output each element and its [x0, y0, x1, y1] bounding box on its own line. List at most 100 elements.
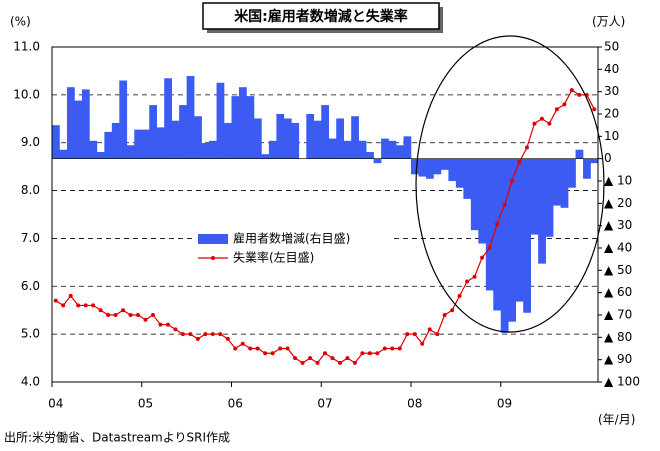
- title-box: [202, 2, 440, 30]
- bar: [478, 158, 487, 244]
- line-marker: [83, 303, 88, 308]
- bar: [411, 158, 419, 175]
- bar: [485, 158, 494, 291]
- bar: [261, 154, 270, 159]
- line-marker: [435, 332, 440, 337]
- y2-tick-label: 40: [604, 62, 619, 76]
- line-marker: [76, 303, 81, 308]
- line-marker: [278, 346, 283, 351]
- line-marker: [330, 356, 335, 361]
- y-tick-label: 6.0: [21, 279, 40, 293]
- line-marker: [248, 346, 253, 351]
- y2-tick-label: 20: [604, 107, 619, 121]
- bar: [149, 105, 158, 159]
- line-marker: [420, 341, 425, 346]
- line-marker: [450, 308, 455, 313]
- y2-tick-label: ▲ 20: [604, 196, 632, 210]
- y-tick-label: 9.0: [21, 135, 40, 149]
- line-marker: [345, 356, 350, 361]
- bar: [418, 158, 427, 177]
- bar: [515, 158, 524, 302]
- line-marker: [165, 322, 170, 327]
- line-marker: [592, 107, 597, 112]
- line-marker: [263, 351, 268, 356]
- bar: [463, 158, 472, 199]
- y2-tick-label: ▲ 30: [604, 218, 632, 232]
- line-marker: [285, 346, 290, 351]
- bar: [201, 143, 210, 159]
- y2-tick-label: ▲ 90: [604, 352, 632, 366]
- y2-tick-label: ▲ 10: [604, 174, 632, 188]
- line-marker: [113, 313, 118, 317]
- bar: [470, 158, 479, 231]
- line-marker: [367, 351, 372, 356]
- line-marker: [136, 313, 141, 317]
- line-marker: [293, 356, 298, 361]
- bar: [560, 158, 569, 208]
- y2-tick-label: 0: [604, 151, 612, 165]
- legend-label: 失業率(左目盛): [233, 250, 314, 265]
- bar: [358, 140, 367, 159]
- line-marker: [173, 327, 178, 332]
- line-marker: [412, 332, 417, 337]
- bar: [321, 105, 330, 159]
- line-marker: [300, 360, 305, 365]
- line-marker: [360, 351, 365, 356]
- bar: [500, 158, 509, 333]
- bar: [164, 78, 172, 159]
- bar: [253, 118, 262, 159]
- line-marker: [539, 116, 544, 121]
- bar: [141, 129, 150, 159]
- y2-tick-label: ▲ 70: [604, 308, 632, 322]
- line-marker: [218, 332, 223, 337]
- bar: [538, 158, 546, 264]
- line-marker: [442, 313, 447, 317]
- y2-tick-label: 50: [604, 40, 619, 54]
- bar: [448, 158, 457, 181]
- x-tick-label: 05: [138, 397, 153, 411]
- bar: [156, 127, 165, 159]
- bar: [373, 158, 382, 164]
- bar: [186, 76, 195, 159]
- line-marker: [569, 88, 574, 93]
- bar: [336, 118, 344, 159]
- y-tick-label: 4.0: [21, 375, 40, 389]
- x-tick-label: 07: [317, 397, 332, 411]
- legend-label: 雇用者数増減(右目盛): [233, 231, 350, 246]
- source: 出所:米労働省、DatastreamよりSRI作成: [4, 431, 230, 445]
- bar: [381, 138, 389, 159]
- line-marker: [465, 279, 470, 284]
- line-marker: [427, 327, 432, 332]
- bar: [216, 82, 225, 159]
- bar: [74, 100, 83, 159]
- line-marker: [150, 313, 155, 317]
- bar: [351, 116, 359, 159]
- line-marker: [457, 293, 462, 298]
- bar: [433, 158, 442, 175]
- x-tick-label: 08: [407, 397, 422, 411]
- highlight-ellipse: [415, 35, 605, 333]
- line-marker: [203, 332, 208, 337]
- bar: [111, 122, 120, 159]
- x-tick-label: 04: [48, 397, 63, 411]
- x-tick-label: 09: [497, 397, 512, 411]
- line-marker: [524, 145, 529, 150]
- line-marker: [390, 346, 395, 351]
- line-marker: [308, 356, 313, 361]
- bar: [179, 105, 187, 159]
- bar: [343, 140, 352, 159]
- line-marker: [210, 332, 215, 337]
- y2-tick-label: 30: [604, 84, 619, 98]
- y-tick-label: 5.0: [21, 327, 40, 341]
- bar: [568, 158, 576, 188]
- bar: [268, 140, 277, 159]
- y-tick-label: 8.0: [21, 183, 40, 197]
- bar: [134, 129, 143, 159]
- y2-tick-label: ▲ 40: [604, 241, 632, 255]
- line-marker: [554, 107, 559, 112]
- bar: [81, 89, 90, 159]
- bar: [328, 138, 337, 159]
- chart-title: 米国:雇用者数増減と失業率: [234, 8, 408, 25]
- line-marker: [375, 351, 380, 356]
- line-marker: [143, 317, 148, 322]
